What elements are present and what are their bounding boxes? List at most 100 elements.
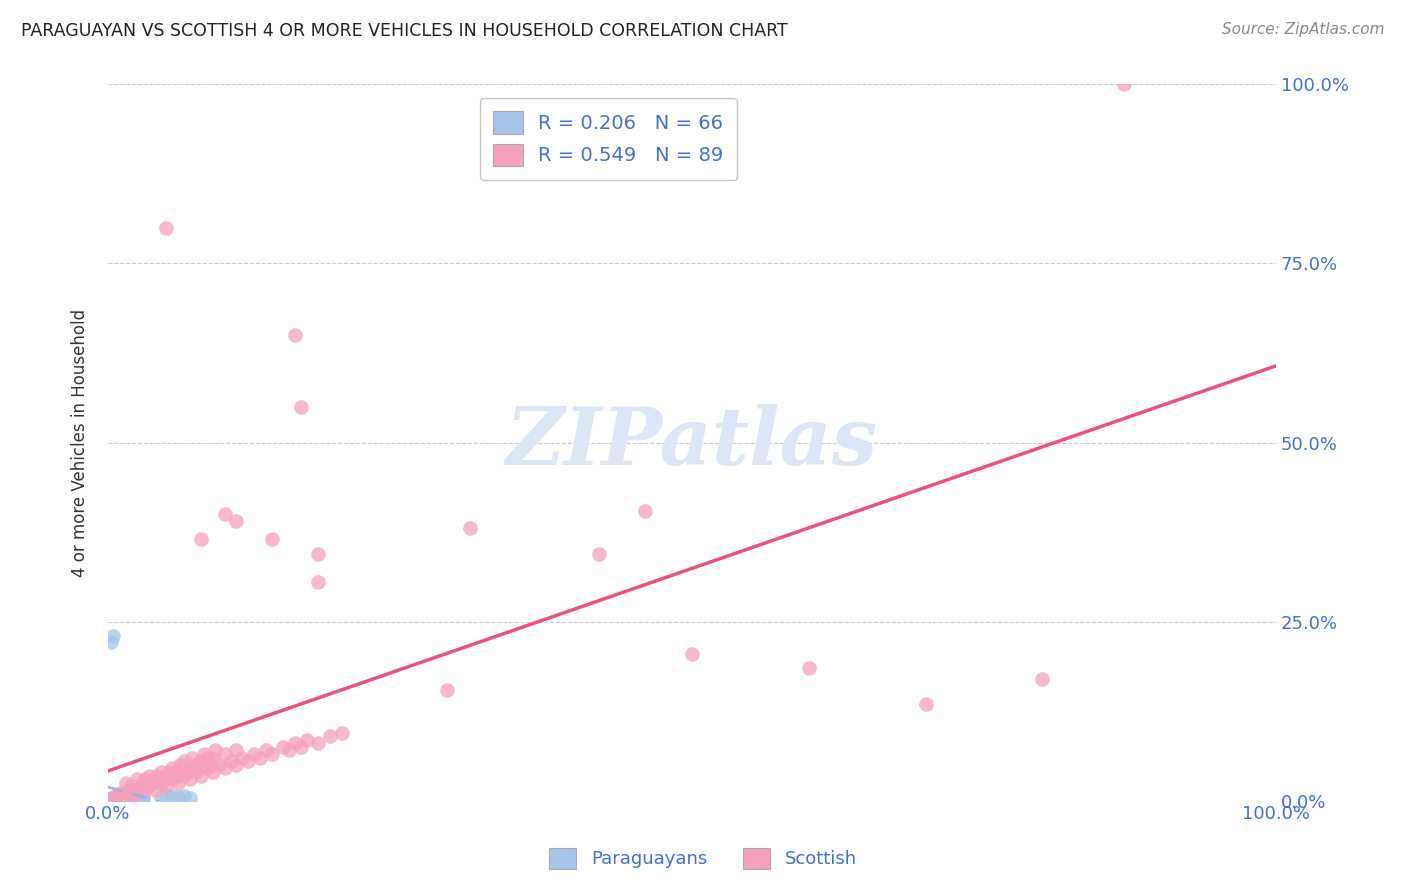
Point	[112, 793, 135, 807]
Point	[111, 790, 134, 805]
Point	[204, 743, 226, 757]
Point	[202, 750, 225, 764]
Point	[131, 793, 153, 807]
Point	[100, 793, 122, 807]
Point	[200, 757, 222, 772]
Point	[100, 634, 122, 648]
Point	[111, 792, 134, 806]
Point	[108, 792, 131, 806]
Point	[124, 793, 146, 807]
Point	[132, 790, 155, 805]
Point	[120, 793, 142, 807]
Point	[114, 785, 136, 799]
Point	[122, 788, 145, 802]
Point	[149, 790, 172, 805]
Point	[169, 757, 191, 772]
Point	[103, 793, 125, 807]
Point	[134, 772, 156, 786]
Point	[129, 792, 152, 806]
Point	[132, 792, 155, 806]
Point	[104, 792, 127, 806]
Point	[143, 783, 166, 797]
Point	[101, 629, 124, 643]
Point	[110, 793, 132, 807]
Point	[127, 783, 149, 797]
Point	[225, 743, 247, 757]
Point	[260, 532, 283, 546]
Point	[284, 736, 307, 750]
Point	[184, 757, 207, 772]
Point	[141, 775, 163, 789]
Point	[118, 792, 141, 806]
Point	[176, 764, 198, 779]
Point	[132, 775, 155, 789]
Point	[115, 790, 138, 805]
Point	[127, 790, 149, 805]
Point	[295, 732, 318, 747]
Point	[118, 783, 141, 797]
Point	[157, 764, 180, 779]
Point	[436, 682, 458, 697]
Point	[914, 697, 936, 711]
Point	[160, 789, 183, 804]
Point	[284, 328, 307, 343]
Point	[127, 772, 149, 786]
Point	[120, 779, 142, 793]
Y-axis label: 4 or more Vehicles in Household: 4 or more Vehicles in Household	[72, 309, 89, 576]
Point	[319, 729, 342, 743]
Point	[160, 772, 183, 786]
Point	[120, 790, 142, 805]
Legend: R = 0.206   N = 66, R = 0.549   N = 89: R = 0.206 N = 66, R = 0.549 N = 89	[479, 98, 737, 179]
Point	[108, 790, 131, 805]
Point	[149, 764, 172, 779]
Point	[129, 790, 152, 805]
Point	[167, 775, 190, 789]
Point	[243, 747, 266, 761]
Point	[112, 790, 135, 805]
Point	[98, 792, 121, 806]
Point	[797, 661, 820, 675]
Point	[155, 220, 177, 235]
Text: PARAGUAYAN VS SCOTTISH 4 OR MORE VEHICLES IN HOUSEHOLD CORRELATION CHART: PARAGUAYAN VS SCOTTISH 4 OR MORE VEHICLE…	[21, 22, 787, 40]
Point	[117, 791, 139, 805]
Point	[214, 507, 236, 521]
Point	[107, 793, 129, 807]
Point	[105, 788, 128, 802]
Point	[184, 764, 207, 779]
Point	[112, 791, 135, 805]
Point	[138, 779, 160, 793]
Point	[307, 547, 329, 561]
Point	[127, 793, 149, 807]
Point	[121, 791, 143, 805]
Point	[146, 768, 169, 782]
Point	[155, 779, 177, 793]
Point	[249, 750, 271, 764]
Point	[112, 792, 135, 806]
Point	[125, 790, 148, 805]
Point	[254, 743, 277, 757]
Point	[271, 739, 294, 754]
Point	[179, 761, 201, 775]
Point	[278, 743, 301, 757]
Point	[214, 747, 236, 761]
Point	[195, 750, 218, 764]
Point	[307, 575, 329, 590]
Point	[122, 792, 145, 806]
Point	[105, 793, 128, 807]
Point	[190, 768, 212, 782]
Point	[118, 790, 141, 805]
Point	[114, 793, 136, 807]
Point	[124, 791, 146, 805]
Point	[128, 791, 150, 805]
Point	[114, 791, 136, 805]
Point	[188, 761, 211, 775]
Point	[115, 792, 138, 806]
Point	[173, 789, 195, 803]
Point	[114, 775, 136, 789]
Point	[105, 792, 128, 806]
Point	[214, 761, 236, 775]
Point	[122, 790, 145, 805]
Point	[290, 739, 312, 754]
Point	[225, 514, 247, 528]
Point	[181, 750, 204, 764]
